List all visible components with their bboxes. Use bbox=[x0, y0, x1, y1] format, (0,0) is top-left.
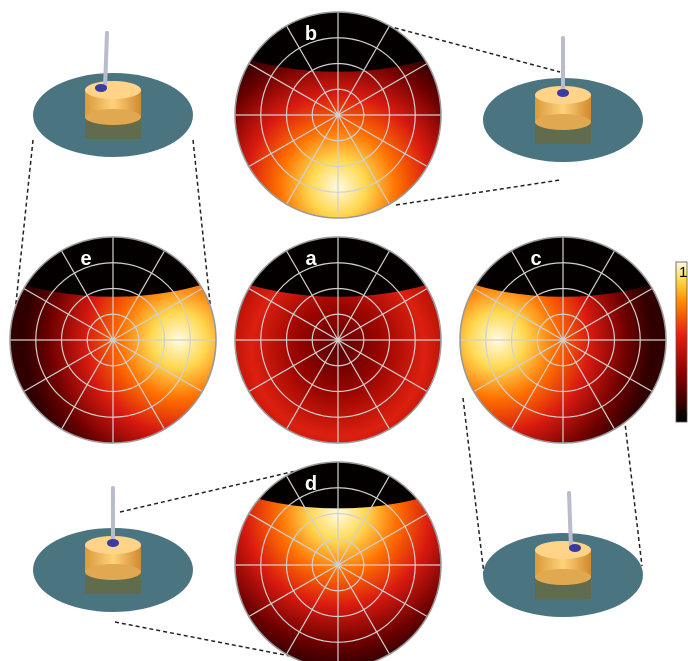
connector bbox=[119, 469, 301, 513]
device bbox=[33, 486, 193, 612]
pillar-base bbox=[85, 109, 141, 125]
pillar-top bbox=[535, 541, 591, 559]
connector bbox=[395, 179, 561, 206]
panel-border bbox=[9, 236, 217, 444]
device bbox=[483, 36, 643, 162]
emitter bbox=[95, 84, 107, 92]
colorbar: 1 0 bbox=[675, 261, 688, 424]
panel-border bbox=[459, 236, 667, 444]
colorbar-scale bbox=[675, 261, 688, 423]
panel-border bbox=[234, 236, 442, 444]
panel-border bbox=[234, 461, 442, 661]
grid-spoke bbox=[248, 287, 428, 393]
emitter bbox=[569, 544, 581, 552]
emitter bbox=[107, 539, 119, 547]
panel-label: d bbox=[305, 473, 317, 495]
device bbox=[483, 491, 643, 617]
connector bbox=[387, 25, 561, 73]
connectors bbox=[13, 25, 643, 657]
polar-panel bbox=[10, 237, 216, 443]
emitter bbox=[557, 89, 569, 97]
colorbar-max: 1 bbox=[679, 264, 687, 281]
panel-border bbox=[234, 11, 442, 219]
grid-spoke bbox=[248, 512, 428, 618]
device bbox=[33, 31, 193, 157]
fiber bbox=[103, 31, 109, 90]
pillar-base bbox=[85, 564, 141, 580]
shadow-cap bbox=[10, 237, 216, 297]
connector bbox=[192, 139, 213, 323]
connector bbox=[13, 139, 34, 323]
panel-label: c bbox=[530, 248, 541, 270]
connector bbox=[114, 621, 291, 657]
panel-label: a bbox=[305, 248, 317, 270]
connector bbox=[462, 397, 485, 575]
connector bbox=[621, 397, 643, 567]
pillar-base bbox=[535, 114, 591, 130]
grid-spoke bbox=[248, 62, 428, 168]
grid-spoke bbox=[23, 287, 203, 393]
panel-label: e bbox=[80, 248, 91, 270]
panel-label: b bbox=[305, 23, 317, 45]
pillar-base bbox=[535, 569, 591, 585]
shadow-cap bbox=[460, 237, 666, 297]
fiber bbox=[567, 491, 573, 550]
devices bbox=[33, 31, 643, 617]
polar-panel bbox=[235, 12, 441, 218]
grid-spoke bbox=[473, 287, 653, 393]
colorbar-min: 0 bbox=[679, 407, 687, 424]
pillar-top bbox=[85, 81, 141, 99]
